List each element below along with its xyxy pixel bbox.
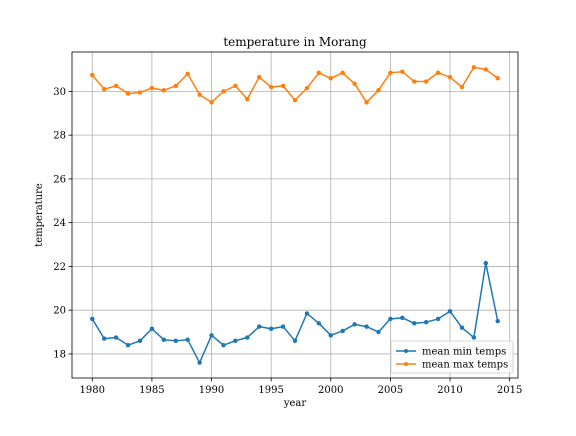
data-point: [436, 71, 440, 75]
data-point: [496, 319, 500, 323]
x-tick-label: 2000: [318, 385, 343, 396]
data-point: [198, 361, 202, 365]
data-point: [257, 325, 261, 329]
data-point: [221, 89, 225, 93]
data-point: [448, 75, 452, 79]
data-point: [126, 92, 130, 96]
y-tick-label: 26: [53, 174, 66, 185]
x-tick-label: 2010: [437, 385, 462, 396]
data-point: [102, 337, 106, 341]
data-point: [329, 76, 333, 80]
data-point: [90, 73, 94, 77]
data-point: [198, 93, 202, 97]
y-tick-label: 20: [53, 306, 66, 317]
data-point: [162, 88, 166, 92]
x-tick-label: 1995: [258, 385, 283, 396]
data-point: [400, 70, 404, 74]
data-point: [257, 75, 261, 79]
y-tick-label: 30: [53, 87, 66, 98]
data-point: [281, 325, 285, 329]
x-axis-label: year: [283, 398, 307, 409]
x-tick-label: 1980: [80, 385, 105, 396]
data-point: [305, 86, 309, 90]
data-point: [102, 87, 106, 91]
legend-swatch-marker: [404, 349, 408, 353]
data-point: [90, 317, 94, 321]
data-point: [484, 68, 488, 72]
data-point: [162, 338, 166, 342]
x-tick-label: 1990: [199, 385, 224, 396]
data-point: [114, 336, 118, 340]
data-point: [424, 320, 428, 324]
data-point: [460, 85, 464, 89]
data-point: [376, 330, 380, 334]
data-point: [388, 71, 392, 75]
data-point: [317, 321, 321, 325]
y-axis-label: temperature: [34, 183, 45, 247]
data-point: [365, 325, 369, 329]
data-point: [317, 71, 321, 75]
legend-label: mean max temps: [422, 360, 508, 371]
data-point: [472, 65, 476, 69]
data-point: [365, 100, 369, 104]
data-point: [126, 343, 130, 347]
data-point: [233, 339, 237, 343]
data-point: [210, 333, 214, 337]
data-point: [353, 82, 357, 86]
data-point: [233, 84, 237, 88]
data-point: [269, 327, 273, 331]
data-point: [400, 316, 404, 320]
data-point: [341, 71, 345, 75]
y-tick-label: 28: [53, 131, 66, 142]
data-point: [174, 339, 178, 343]
data-point: [281, 84, 285, 88]
data-point: [221, 343, 225, 347]
data-point: [269, 85, 273, 89]
chart-title: temperature in Morang: [223, 35, 367, 49]
data-point: [138, 90, 142, 94]
data-point: [150, 327, 154, 331]
legend-swatch-marker: [404, 362, 408, 366]
data-point: [186, 72, 190, 76]
data-point: [436, 317, 440, 321]
data-point: [472, 336, 476, 340]
data-point: [376, 88, 380, 92]
data-point: [293, 98, 297, 102]
legend: mean min temps mean max temps: [391, 341, 513, 373]
data-point: [138, 339, 142, 343]
data-point: [245, 336, 249, 340]
data-point: [448, 309, 452, 313]
data-point: [341, 329, 345, 333]
data-point: [150, 86, 154, 90]
data-point: [186, 338, 190, 342]
data-point: [353, 322, 357, 326]
data-point: [114, 84, 118, 88]
data-point: [388, 317, 392, 321]
data-point: [412, 80, 416, 84]
data-point: [484, 261, 488, 265]
data-point: [293, 339, 297, 343]
data-point: [174, 84, 178, 88]
data-point: [460, 326, 464, 330]
data-point: [329, 333, 333, 337]
x-tick-label: 2005: [378, 385, 403, 396]
legend-label: mean min temps: [422, 347, 506, 358]
x-tick-label: 1985: [139, 385, 164, 396]
data-point: [496, 76, 500, 80]
data-point: [210, 100, 214, 104]
y-tick-label: 22: [53, 262, 66, 273]
data-point: [412, 321, 416, 325]
data-point: [245, 97, 249, 101]
data-point: [305, 311, 309, 315]
x-tick-label: 2015: [497, 385, 522, 396]
data-point: [424, 80, 428, 84]
y-tick-label: 24: [53, 218, 66, 229]
y-tick-label: 18: [53, 349, 66, 360]
